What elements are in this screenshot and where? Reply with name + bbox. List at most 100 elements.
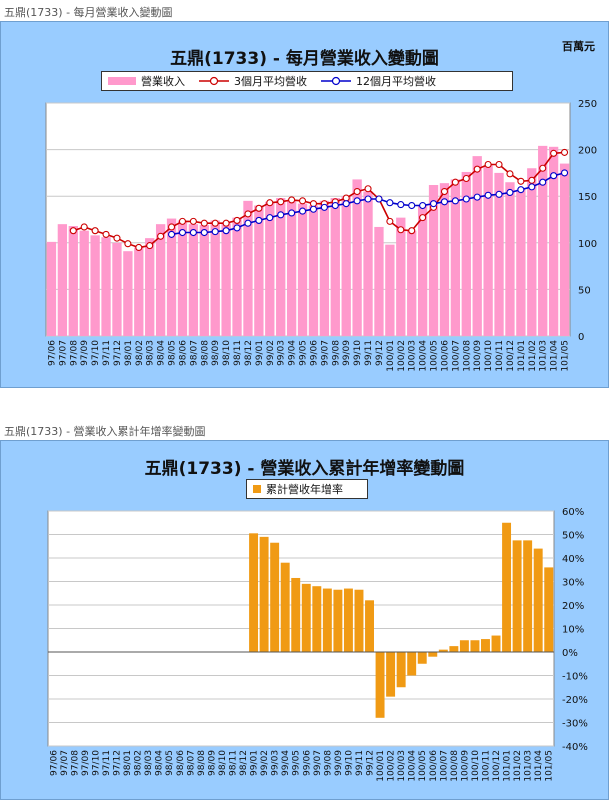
x-tick-label: 100/03 [397, 750, 407, 782]
ma3-point [102, 230, 110, 238]
bar [270, 542, 280, 652]
ma3-point [178, 217, 187, 225]
ma3-point [244, 210, 252, 218]
x-tick-label: 98/07 [189, 340, 199, 366]
x-tick-label: 99/06 [310, 340, 320, 366]
x-tick-label: 101/05 [561, 340, 571, 372]
ma12-point [484, 191, 492, 199]
ma12-point [200, 228, 208, 237]
x-tick-label: 97/09 [80, 340, 90, 366]
ma12-point [408, 201, 416, 210]
x-tick-label: 100/08 [450, 750, 460, 782]
x-tick-label: 98/02 [135, 340, 145, 366]
ma12-point [189, 228, 197, 237]
x-tick-label: 99/01 [250, 750, 260, 776]
x-tick-label: 99/05 [292, 750, 302, 776]
bar [494, 172, 504, 336]
unit-label: 百萬元 [562, 40, 595, 53]
x-tick-label: 98/03 [144, 750, 154, 776]
x-tick-label: 101/02 [528, 340, 538, 372]
legend-label-ma3: 3個月平均營收 [234, 75, 307, 88]
y-tick-label: 20% [562, 601, 584, 612]
x-tick-label: 99/02 [260, 750, 270, 776]
legend-swatch-revenue [108, 77, 136, 85]
ma3-point [222, 219, 230, 227]
ma3-point [157, 232, 165, 240]
x-tick-label: 98/12 [239, 750, 249, 776]
bar [166, 218, 177, 336]
ma12-point [320, 203, 328, 211]
bar [232, 217, 242, 336]
ma12-point [353, 197, 361, 205]
x-tick-label: 99/11 [355, 750, 365, 776]
x-tick-label: 99/12 [366, 750, 376, 776]
bar [396, 217, 406, 336]
ma12-point [506, 188, 514, 197]
x-tick-label: 100/01 [386, 340, 396, 372]
legend-label-revenue: 營業收入 [141, 75, 185, 88]
x-tick-label: 100/02 [387, 750, 397, 782]
ma3-point [517, 177, 525, 185]
y-tick-label: 0 [578, 332, 584, 343]
bar [330, 198, 340, 336]
bar [265, 201, 275, 336]
x-tick-label: 98/01 [124, 340, 134, 366]
bar [374, 226, 384, 336]
x-tick-label: 97/07 [58, 340, 68, 366]
ma12-point [288, 209, 296, 217]
bar [57, 224, 68, 336]
bar [428, 185, 439, 336]
bar [365, 600, 374, 652]
x-tick-label: 97/10 [91, 340, 101, 366]
ma3-point [233, 216, 241, 224]
x-tick-label: 100/06 [441, 340, 451, 372]
bar [254, 205, 264, 336]
x-tick-label: 97/08 [70, 750, 80, 776]
bar [199, 225, 209, 336]
x-tick-label: 100/02 [397, 340, 407, 372]
x-tick-label: 99/07 [320, 340, 330, 366]
ma3-point [506, 170, 514, 178]
x-tick-label: 100/04 [408, 750, 418, 782]
x-tick-label: 99/11 [364, 340, 374, 366]
bar [352, 179, 362, 336]
bar [417, 205, 428, 336]
bar [341, 196, 351, 336]
ma12-point [451, 197, 459, 205]
x-tick-label: 98/04 [155, 750, 165, 776]
ma12-point [528, 183, 536, 191]
bar [291, 577, 301, 652]
ma3-point [69, 227, 77, 235]
x-tick-label: 101/03 [524, 750, 534, 782]
x-tick-label: 99/01 [255, 340, 265, 366]
bar [527, 168, 537, 336]
bar [538, 145, 548, 336]
bar [280, 562, 290, 652]
x-tick-label: 100/11 [482, 750, 492, 782]
ma3-point [451, 178, 459, 186]
ma12-point [233, 224, 241, 232]
ma12-point [167, 230, 176, 238]
revenue-chart-title: 五鼎(1733) - 每月營業收入變動圖 [170, 49, 439, 69]
ma3-point [135, 243, 143, 252]
x-tick-label: 98/09 [211, 340, 221, 366]
x-tick-label: 100/08 [462, 340, 472, 372]
bar [472, 156, 482, 336]
x-tick-label: 99/10 [344, 750, 354, 776]
x-tick-label: 100/11 [495, 340, 505, 372]
ma12-point [342, 200, 350, 208]
x-tick-label: 99/05 [299, 340, 309, 366]
x-tick-label: 97/08 [69, 340, 79, 366]
bar [46, 241, 57, 336]
ma12-point [298, 207, 307, 215]
x-tick-label: 98/04 [157, 340, 167, 366]
bar [502, 522, 512, 652]
plot-area [45, 102, 571, 337]
bar [559, 163, 570, 336]
y-tick-label: 50% [562, 531, 584, 542]
x-tick-label: 98/05 [165, 750, 175, 776]
y-tick-label: -20% [562, 695, 588, 706]
bar [363, 191, 373, 336]
ma12-point [539, 178, 547, 186]
